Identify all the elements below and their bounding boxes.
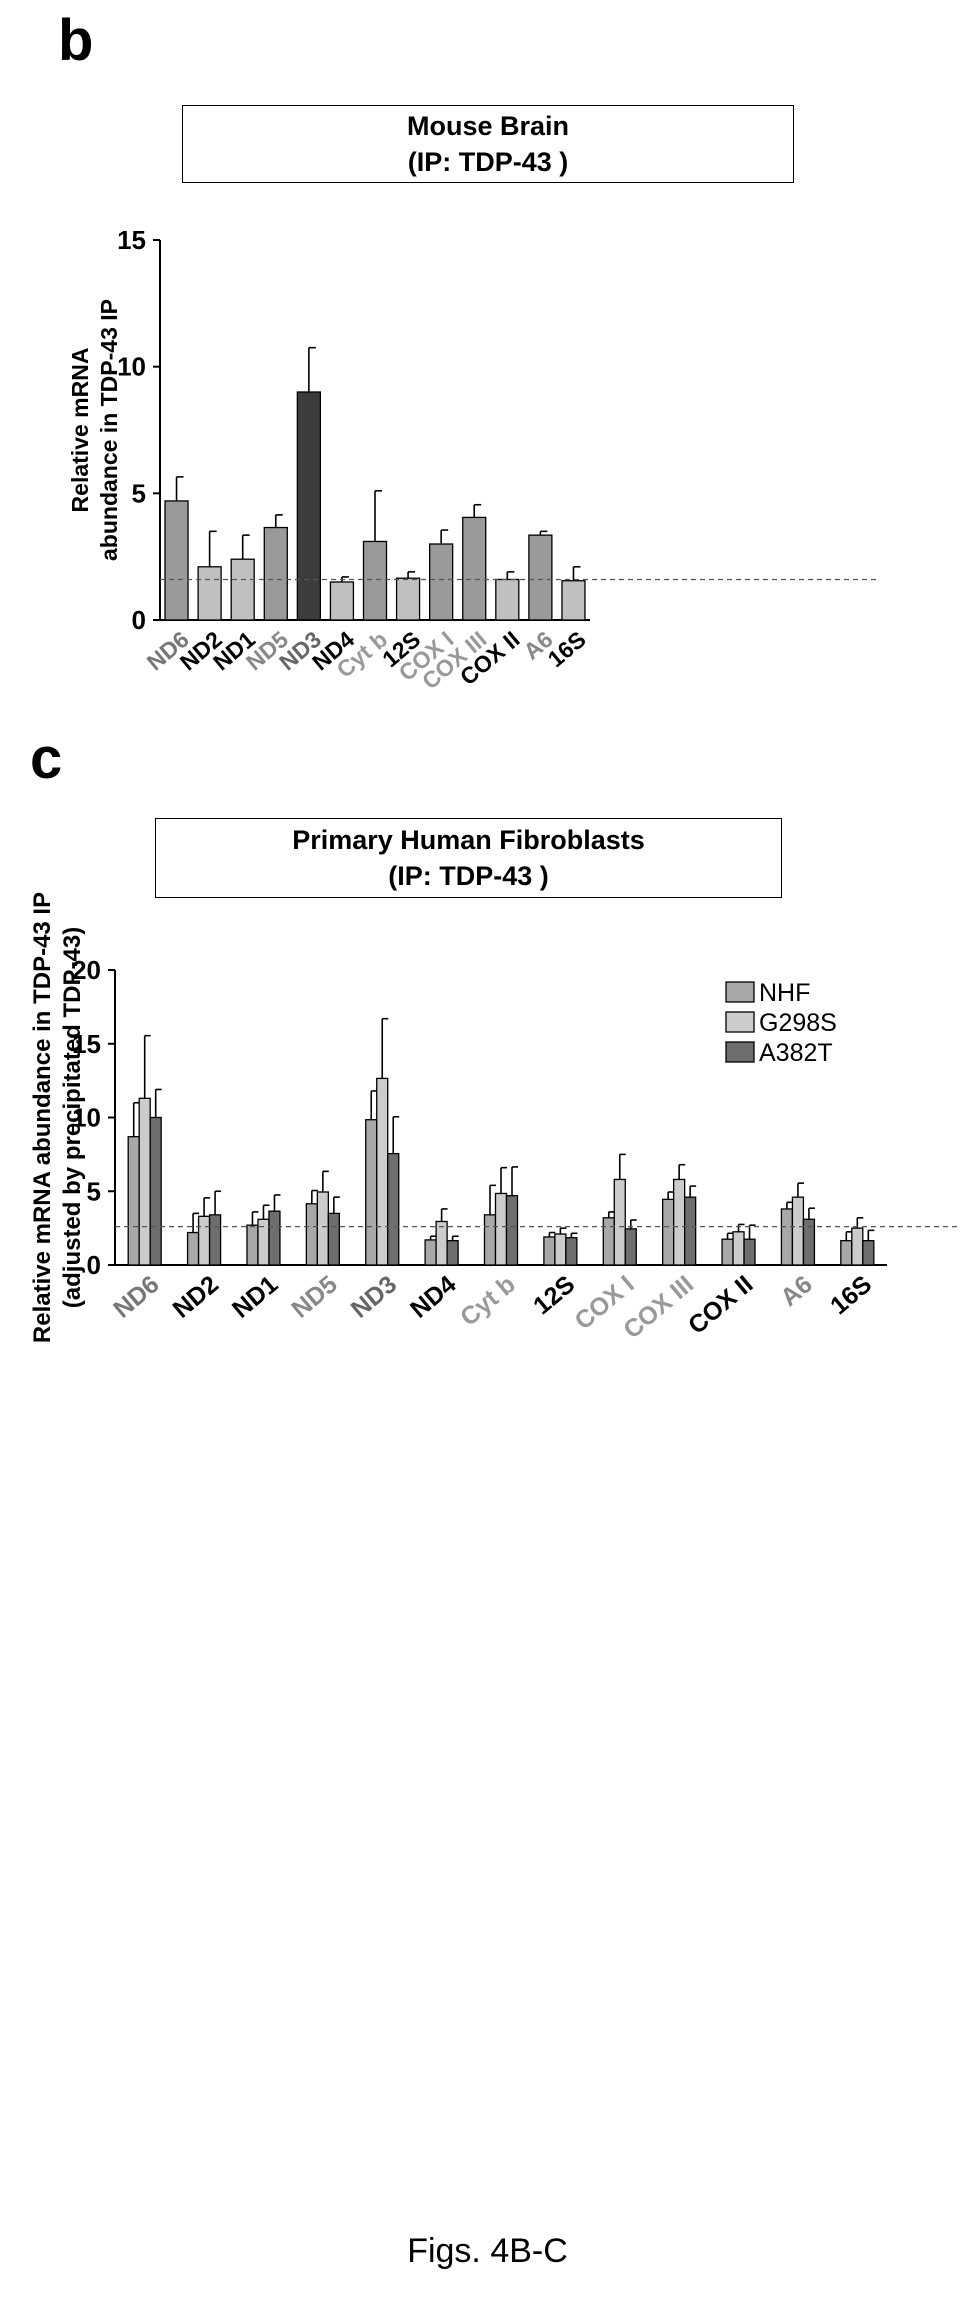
c-y-tick-label: 5 (87, 1176, 101, 1206)
c-y-tick-label: 15 (72, 1029, 101, 1059)
b-bar-nd1 (230, 558, 255, 621)
c-bar-cox-i-g298s (613, 1178, 626, 1266)
c-bar-12s-nhf (543, 1236, 556, 1266)
c-y-tick-label: 0 (87, 1250, 101, 1280)
b-bar-a6 (528, 534, 553, 621)
b-bar-12s (395, 577, 421, 621)
c-bar-16s-g298s (851, 1227, 864, 1266)
c-bar-a6-a382t (802, 1218, 816, 1266)
c-bar-nd2-g298s (197, 1215, 211, 1266)
c-bar-nd1-nhf (246, 1224, 259, 1266)
legend-swatch-nhf (725, 981, 755, 1003)
c-bar-12s-g298s (554, 1233, 567, 1266)
b-bar-nd5 (263, 526, 288, 621)
b-bar-cox-iii (462, 516, 487, 621)
b-bar-nd2 (197, 566, 222, 621)
c-bar-cox-iii-nhf (662, 1198, 675, 1266)
panel-c-title: Primary Human Fibroblasts (292, 824, 645, 855)
c-bar-nd3-g298s (376, 1077, 389, 1266)
c-y-tick-label: 10 (72, 1103, 101, 1133)
c-bar-nd5-nhf (305, 1203, 318, 1266)
panel-b-letter: b (58, 8, 94, 73)
c-bar-16s-nhf (840, 1240, 853, 1266)
c-bar-12s-a382t (565, 1237, 578, 1266)
b-y-axis-label: Relative mRNA abundance in TDP-43 IP (67, 299, 122, 561)
c-x-tick-label: ND4 (405, 1270, 461, 1324)
c-y-axis-label-line: Relative mRNA abundance in TDP-43 IP (29, 892, 56, 1343)
c-x-tick-label: COX II (683, 1270, 758, 1340)
c-bar-nd6-a382t (149, 1116, 162, 1266)
c-bar-nd4-a382t (446, 1240, 459, 1266)
b-y-tick-label: 5 (132, 478, 146, 508)
c-bar-nd6-g298s (138, 1097, 151, 1266)
c-bar-cyt-b-a382t (505, 1195, 519, 1266)
c-bar-a6-nhf (780, 1208, 794, 1266)
panel-b-title: Mouse Brain (406, 110, 570, 141)
c-bar-nd5-g298s (316, 1191, 329, 1266)
c-bar-cox-i-a382t (624, 1228, 637, 1266)
legend-swatch-a382t (725, 1041, 755, 1063)
c-bar-cox-iii-g298s (673, 1178, 686, 1266)
c-bar-a6-g298s (791, 1196, 805, 1266)
b-y-axis-label-line: abundance in TDP-43 IP (96, 299, 122, 561)
b-bar-16s (561, 580, 586, 621)
c-y-axis-label: Relative mRNA abundance in TDP-43 IP (adj… (29, 892, 86, 1343)
c-bar-16s-a382t (862, 1240, 875, 1266)
c-x-tick-label: ND5 (286, 1270, 342, 1324)
legend-swatch-g298s (725, 1011, 755, 1033)
c-bar-nd1-a382t (268, 1210, 281, 1266)
c-x-tick-label: ND1 (227, 1270, 283, 1324)
c-y-axis-label-line: (adjusted by precipitated TDP-43) (59, 927, 86, 1308)
b-y-tick-label: 10 (117, 352, 146, 382)
b-bar-cox-i (429, 543, 454, 621)
c-x-tick-label: A6 (775, 1270, 817, 1312)
legend-label-g298s: G298S (759, 1009, 837, 1037)
b-bar-cyt-b (362, 540, 388, 621)
c-bar-cyt-b-nhf (483, 1214, 497, 1266)
panel-c-letter: c (30, 726, 63, 791)
c-x-tick-label: ND6 (108, 1270, 164, 1324)
panel-c-subtitle: (IP: TDP-43 ) (388, 861, 549, 891)
b-bar-nd6 (164, 500, 189, 621)
b-bar-cox-ii (495, 578, 520, 621)
panel-b-title-box: Mouse Brain (IP: TDP-43 ) (182, 105, 794, 183)
b-y-axis-label-line: Relative mRNA (67, 348, 93, 513)
c-bar-nd3-nhf (365, 1119, 378, 1266)
c-x-tick-label: ND2 (168, 1270, 224, 1324)
c-bar-cox-ii-a382t (743, 1238, 756, 1266)
c-bar-nd3-a382t (387, 1152, 400, 1266)
b-y-tick-label: 15 (117, 225, 146, 255)
c-bar-nd2-nhf (186, 1231, 200, 1266)
c-bar-nd4-nhf (424, 1239, 437, 1266)
c-bar-nd4-g298s (435, 1220, 448, 1266)
c-bar-cyt-b-g298s (494, 1192, 508, 1266)
b-bar-nd4 (329, 581, 355, 621)
c-bar-cox-ii-g298s (732, 1231, 745, 1266)
c-x-tick-label: Cyt b (455, 1270, 521, 1332)
c-bar-nd6-nhf (127, 1136, 140, 1266)
c-bar-cox-i-nhf (602, 1217, 615, 1266)
c-x-tick-label: 16S (825, 1270, 877, 1320)
c-bar-cox-iii-a382t (684, 1196, 697, 1266)
b-bar-nd3 (296, 391, 321, 621)
c-x-tick-label: ND3 (346, 1270, 402, 1324)
mouse-brain-chart: 0 5 10 15 Relative mRNA abundance in TDP-43 I… (67, 225, 880, 694)
figure-caption: Figs. 4B-C (407, 2232, 568, 2270)
c-bar-nd5-a382t (327, 1212, 340, 1266)
legend-label-a382t: A382T (759, 1039, 833, 1067)
c-bar-cox-ii-nhf (721, 1238, 734, 1266)
legend-label-nhf: NHF (759, 979, 810, 1007)
c-bar-nd2-a382t (208, 1214, 222, 1266)
panel-c-title-box: Primary Human Fibroblasts (IP: TDP-43 ) (155, 818, 782, 898)
c-y-tick-label: 20 (72, 955, 101, 985)
panel-b-subtitle: (IP: TDP-43 ) (407, 147, 569, 177)
b-y-tick-label: 0 (132, 605, 146, 635)
